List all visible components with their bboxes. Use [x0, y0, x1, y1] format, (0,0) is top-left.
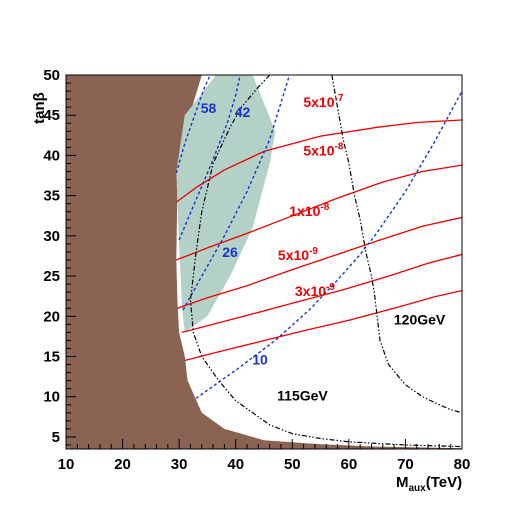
contour-line-3 [181, 253, 462, 334]
plot-frame [65, 74, 463, 450]
y-tick-label: 15 [43, 349, 60, 366]
contour-line-6 [178, 75, 241, 241]
x-axis-title-main: M [396, 474, 409, 491]
y-tick-label: 45 [43, 107, 60, 124]
contour-label: 115GeV [277, 388, 328, 404]
x-tick-label: 10 [58, 456, 75, 473]
x-tick-label: 40 [227, 456, 244, 473]
y-axis-title: tanβ [31, 92, 48, 124]
annotations-layer: 5x10-7 5x10-8 1x10-8 5x10-9 3x10-9 58 42 26 10 11… [201, 93, 446, 404]
contour-line-5 [175, 75, 211, 174]
y-tick-label: 25 [43, 268, 60, 285]
y-tick-label: 50 [43, 67, 60, 84]
contour-line-1 [176, 164, 462, 261]
contour-line-4 [184, 289, 462, 362]
x-axis-title-sub: aux [409, 483, 427, 494]
x-tick-label: 50 [284, 456, 301, 473]
x-tick-label: 70 [397, 456, 414, 473]
contour-label: 5x10-8 [303, 141, 343, 158]
x-tick-label: 20 [114, 456, 131, 473]
y-tick-label: 10 [43, 389, 60, 406]
contour-label: 120GeV [394, 311, 446, 327]
region-brown-excluded [66, 75, 462, 449]
y-tick-label: 5 [52, 429, 60, 446]
y-tick-label: 40 [43, 147, 60, 164]
contour-label: 1x10-8 [289, 202, 329, 219]
regions-layer [66, 75, 462, 449]
contour-label: 10 [252, 352, 268, 368]
contour-label: 26 [222, 244, 238, 260]
y-tick-label: 35 [43, 188, 60, 205]
contour-line-0 [175, 119, 462, 203]
contour-line-2 [177, 216, 462, 309]
x-axis-title-unit: (TeV) [426, 474, 462, 491]
contours-layer [175, 75, 462, 448]
contour-label: 3x10-9 [295, 282, 335, 299]
x-tick-label: 60 [341, 456, 358, 473]
contour-line-10 [331, 75, 462, 414]
contour-label: 42 [235, 104, 251, 120]
x-tick-label: 30 [171, 456, 188, 473]
contour-label: 5x10-9 [278, 246, 318, 263]
contour-label: 5x10-7 [303, 93, 343, 110]
x-tick-label: 80 [454, 456, 471, 473]
x-axis-title: Maux(TeV) [396, 474, 462, 494]
contour-line-8 [195, 90, 462, 399]
y-tick-label: 30 [43, 228, 60, 245]
contour-label: 58 [201, 100, 217, 116]
ticks-layer: 10 20 30 40 50 60 70 80 5 10 15 20 25 30 35 40 45 50 [43, 67, 470, 473]
y-tick-label: 20 [43, 308, 60, 325]
region-green-band [176, 75, 276, 333]
